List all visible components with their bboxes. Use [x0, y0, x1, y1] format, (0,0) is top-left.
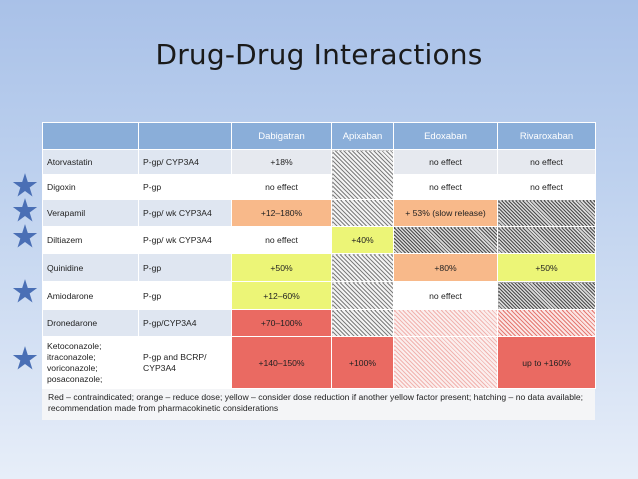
edoxaban-cell: no effect: [393, 174, 498, 200]
header-apixaban: Apixaban: [331, 122, 394, 150]
dabigatran-cell: +140–150%: [231, 336, 332, 389]
mechanism: P-gp and BCRP/ CYP3A4: [138, 336, 232, 389]
drug-name: Dronedarone: [42, 309, 139, 337]
edoxaban-cell: +80%: [393, 253, 498, 282]
star-icon: [12, 173, 38, 197]
table-row: Digoxin P-gp no effect no effect no effe…: [42, 174, 596, 200]
mechanism: P-gp/ wk CYP3A4: [138, 199, 232, 227]
dabigatran-cell: +12–60%: [231, 281, 332, 310]
drug-name: Quinidine: [42, 253, 139, 282]
apixaban-cell: +40%: [331, 226, 394, 254]
apixaban-cell: [331, 149, 394, 200]
mechanism: P-gp/ CYP3A4: [138, 149, 232, 175]
header-dabigatran: Dabigatran: [231, 122, 332, 150]
edoxaban-cell: + 53% (slow release): [393, 199, 498, 227]
edoxaban-cell: no effect: [393, 149, 498, 175]
dabigatran-cell: no effect: [231, 174, 332, 200]
apixaban-cell: [331, 253, 394, 282]
rivaroxaban-cell: +50%: [497, 253, 596, 282]
mechanism: P-gp/ wk CYP3A4: [138, 226, 232, 254]
header-edoxaban: Edoxaban: [393, 122, 498, 150]
header-rivaroxaban: Rivaroxaban: [497, 122, 596, 150]
header-cell: [42, 122, 139, 150]
rivaroxaban-cell: no effect: [497, 174, 596, 200]
table-row: Amiodarone P-gp +12–60% no effect: [42, 281, 596, 310]
dabigatran-cell: +18%: [231, 149, 332, 175]
table-row: Dronedarone P-gp/CYP3A4 +70–100%: [42, 309, 596, 337]
table-row: Verapamil P-gp/ wk CYP3A4 +12–180% + 53%…: [42, 199, 596, 227]
interaction-table-panel: Dabigatran Apixaban Edoxaban Rivaroxaban…: [42, 122, 596, 420]
edoxaban-cell: [393, 226, 498, 254]
mechanism: P-gp: [138, 174, 232, 200]
star-icon: [12, 198, 38, 222]
drug-name: Digoxin: [42, 174, 139, 200]
dabigatran-cell: +12–180%: [231, 199, 332, 227]
header-cell: [138, 122, 232, 150]
apixaban-cell: +100%: [331, 336, 394, 389]
apixaban-cell: [331, 281, 394, 310]
edoxaban-cell: [393, 309, 498, 337]
edoxaban-cell: [393, 336, 498, 389]
mechanism: P-gp/CYP3A4: [138, 309, 232, 337]
table-legend: Red – contraindicated; orange – reduce d…: [48, 392, 584, 413]
drug-name: Atorvastatin: [42, 149, 139, 175]
rivaroxaban-cell: up to +160%: [497, 336, 596, 389]
table-header-row: Dabigatran Apixaban Edoxaban Rivaroxaban: [42, 122, 596, 150]
drug-name: Amiodarone: [42, 281, 139, 310]
drug-name: Verapamil: [42, 199, 139, 227]
mechanism: P-gp: [138, 253, 232, 282]
interaction-table: Dabigatran Apixaban Edoxaban Rivaroxaban…: [42, 122, 596, 389]
edoxaban-cell: no effect: [393, 281, 498, 310]
star-icon: [12, 279, 38, 303]
rivaroxaban-cell: [497, 226, 596, 254]
apixaban-cell: [331, 199, 394, 227]
dabigatran-cell: no effect: [231, 226, 332, 254]
rivaroxaban-cell: no effect: [497, 149, 596, 175]
star-icon: [12, 346, 38, 370]
rivaroxaban-cell: [497, 309, 596, 337]
dabigatran-cell: +70–100%: [231, 309, 332, 337]
apixaban-cell: [331, 309, 394, 337]
star-icon: [12, 224, 38, 248]
rivaroxaban-cell: [497, 199, 596, 227]
table-row: Ketoconazole; itraconazole; voriconazole…: [42, 336, 596, 389]
mechanism: P-gp: [138, 281, 232, 310]
slide-title: Drug-Drug Interactions: [155, 38, 483, 71]
table-row: Atorvastatin P-gp/ CYP3A4 +18% no effect…: [42, 149, 596, 200]
drug-name: Diltiazem: [42, 226, 139, 254]
rivaroxaban-cell: [497, 281, 596, 310]
drug-name: Ketoconazole; itraconazole; voriconazole…: [42, 336, 139, 389]
table-row: Diltiazem P-gp/ wk CYP3A4 no effect +40%: [42, 226, 596, 254]
dabigatran-cell: +50%: [231, 253, 332, 282]
table-row: Quinidine P-gp +50% +80% +50%: [42, 253, 596, 282]
